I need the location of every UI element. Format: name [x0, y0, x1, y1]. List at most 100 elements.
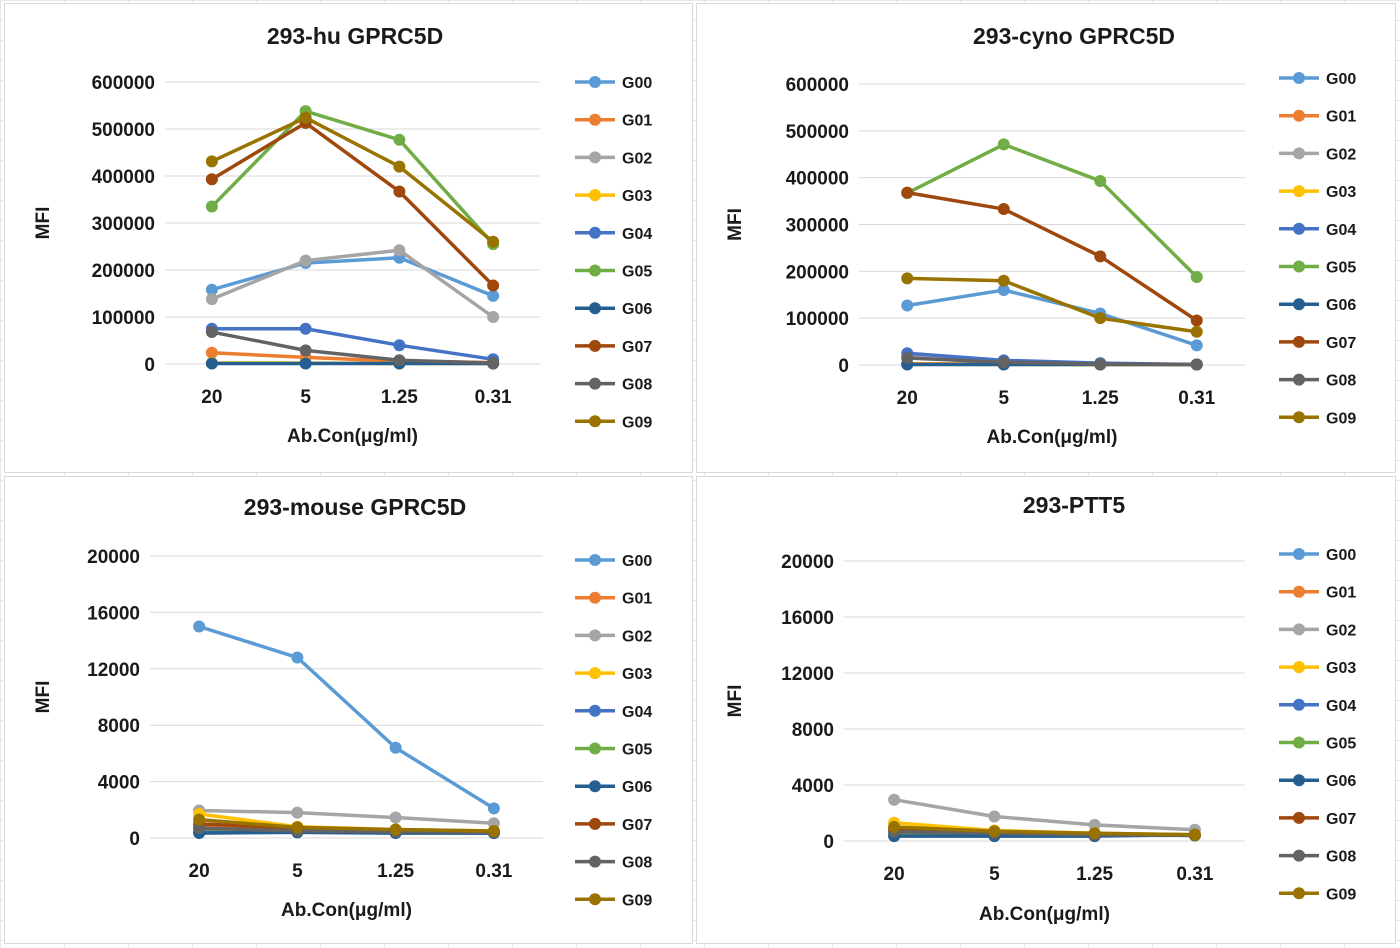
legend-marker: [1293, 661, 1305, 674]
chart-cyno-gprc5d: 293-cyno GPRC5D 0 100000 200000 300000 400000…: [725, 23, 1356, 448]
legend-item: G06: [575, 779, 652, 796]
legend-marker: [1293, 109, 1305, 122]
legend-item: G08: [1279, 373, 1356, 390]
y-tick-label: 4000: [98, 773, 140, 794]
legend-marker: [589, 629, 601, 642]
data-point: [1190, 325, 1203, 338]
series-g09: [901, 272, 1203, 338]
legend-marker: [589, 113, 601, 126]
y-tick-label: 8000: [792, 720, 834, 741]
legend-label: G05: [622, 264, 652, 281]
y-tick-label: 300000: [786, 216, 849, 237]
series-line: [198, 624, 495, 810]
legend-item: G08: [575, 855, 652, 872]
legend-marker: [1293, 774, 1305, 787]
legend-item: G05: [575, 742, 652, 759]
legend-label: G09: [622, 414, 652, 431]
legend-marker: [589, 591, 601, 604]
y-tick-label: 600000: [786, 75, 849, 96]
legend-item: G03: [575, 666, 652, 683]
legend-label: G02: [622, 150, 652, 167]
legend-label: G00: [622, 75, 652, 92]
data-point: [205, 326, 218, 339]
x-axis-label: Ab.Con(μg/ml): [287, 426, 418, 447]
legend-item: G04: [1279, 222, 1356, 239]
legend-label: G03: [622, 188, 652, 205]
legend-item: G06: [1279, 773, 1356, 790]
legend-marker: [1293, 147, 1305, 160]
series-line: [907, 356, 1197, 367]
legend-item: G07: [1279, 335, 1356, 352]
x-tick-label: 0.31: [475, 387, 512, 408]
series-line: [906, 142, 1198, 279]
legend-label: G04: [1326, 698, 1356, 715]
legend-item: G07: [1279, 811, 1356, 828]
legend-label: G05: [622, 742, 652, 759]
legend-label: G05: [1326, 260, 1356, 277]
x-tick-label: 20: [884, 864, 905, 885]
series-line: [210, 109, 495, 246]
legend-marker: [1293, 72, 1305, 84]
chart-panel-ptt5[interactable]: 293-PTT5 0 4000 8000 12000 16000 20000 20 5 1.25 0…: [696, 476, 1396, 944]
chart-panel-cyno[interactable]: 293-cyno GPRC5D 0 100000 200000 300000 400000…: [696, 3, 1396, 473]
y-tick-label: 16000: [87, 603, 140, 624]
legend-item: G05: [1279, 736, 1356, 753]
legend-item: G01: [575, 591, 652, 608]
data-point: [393, 354, 406, 367]
legend-label: G00: [1326, 71, 1356, 88]
legend-item: G07: [575, 817, 652, 834]
legend-label: G06: [622, 301, 652, 318]
series-line: [199, 808, 494, 825]
y-axis-label: MFI: [33, 207, 54, 240]
legend-label: G08: [1326, 849, 1356, 866]
data-point: [997, 138, 1010, 151]
series-line: [893, 797, 1195, 832]
data-point: [205, 357, 218, 370]
data-point: [1190, 339, 1203, 352]
series-line: [211, 327, 494, 362]
legend-marker: [589, 76, 601, 88]
series-line: [211, 115, 495, 244]
chart-panel-mouse[interactable]: 293-mouse GPRC5D 0 4000 8000 12000 16000 20000…: [4, 476, 693, 944]
legend-item: G09: [575, 892, 652, 909]
data-point: [1094, 250, 1107, 263]
legend-item: G07: [575, 339, 652, 356]
legend-label: G06: [1326, 773, 1356, 790]
series-g09: [205, 111, 500, 248]
legend-label: G00: [622, 553, 652, 570]
legend-label: G07: [622, 339, 652, 356]
legend-label: G01: [622, 591, 652, 608]
legend-marker: [1293, 335, 1305, 348]
legend-marker: [589, 302, 601, 315]
data-point: [389, 823, 402, 836]
series-g01: [205, 346, 500, 369]
data-point: [193, 813, 206, 826]
legend-label: G02: [622, 628, 652, 645]
data-point: [389, 811, 402, 824]
y-tick-label: 0: [838, 356, 849, 377]
x-tick-label: 5: [300, 387, 311, 408]
legend-marker: [1293, 887, 1305, 900]
y-tick-label: 400000: [92, 167, 155, 188]
data-point: [901, 272, 914, 285]
chart-panel-hu[interactable]: 293-hu GPRC5D 0 100000 200000 300000 400000 50…: [4, 3, 693, 473]
x-axis-label: Ab.Con(μg/ml): [281, 900, 412, 921]
legend-label: G00: [1326, 547, 1356, 564]
legend-label: G02: [1326, 622, 1356, 639]
legend-marker: [1293, 548, 1305, 560]
legend-label: G07: [1326, 335, 1356, 352]
chart-293-ptt5: 293-PTT5 0 4000 8000 12000 16000 20000 20 5 1.25 0…: [725, 492, 1356, 925]
x-tick-label: 20: [189, 861, 210, 882]
series-g02: [205, 244, 500, 323]
data-point: [299, 344, 312, 357]
series-g08: [205, 326, 500, 370]
series-line: [906, 288, 1198, 347]
legend-marker: [589, 415, 601, 428]
legend-label: G03: [622, 666, 652, 683]
series-line: [211, 256, 494, 298]
legend-item: G01: [1279, 109, 1356, 126]
y-axis-label: MFI: [725, 685, 746, 718]
legend-label: G06: [1326, 297, 1356, 314]
data-point: [393, 185, 406, 198]
data-point: [205, 173, 218, 186]
